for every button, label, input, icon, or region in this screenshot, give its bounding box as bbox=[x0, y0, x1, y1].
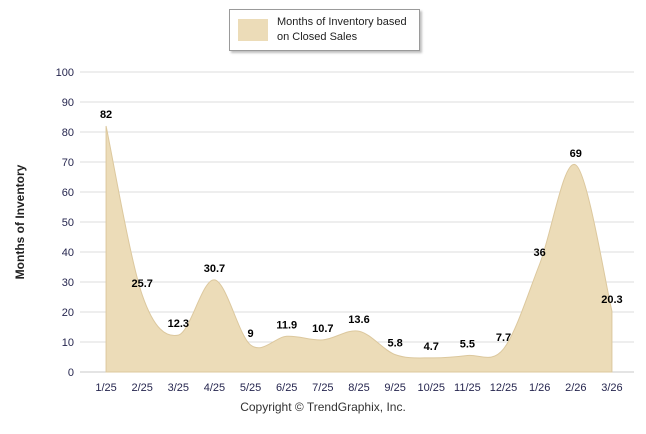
data-point-label: 25.7 bbox=[131, 278, 152, 290]
inventory-area-series bbox=[105, 125, 613, 373]
x-tick-label: 4/25 bbox=[204, 382, 225, 394]
x-tick-label: 3/26 bbox=[601, 382, 622, 394]
x-tick-label: 1/25 bbox=[95, 382, 116, 394]
x-tick-label: 11/25 bbox=[454, 382, 481, 394]
x-tick-label: 2/25 bbox=[131, 382, 152, 394]
data-point-label: 13.6 bbox=[348, 314, 369, 326]
y-tick-label: 70 bbox=[62, 157, 74, 169]
data-point-label: 9 bbox=[248, 328, 254, 340]
x-tick-label: 6/25 bbox=[276, 382, 297, 394]
x-tick-label: 2/26 bbox=[565, 382, 586, 394]
data-point-label: 11.9 bbox=[276, 319, 297, 331]
y-tick-label: 30 bbox=[62, 277, 74, 289]
y-tick-label: 0 bbox=[68, 367, 74, 379]
x-tick-label: 1/26 bbox=[529, 382, 550, 394]
y-tick-label: 10 bbox=[62, 337, 74, 349]
x-tick-label: 8/25 bbox=[348, 382, 369, 394]
x-tick-label: 9/25 bbox=[384, 382, 405, 394]
data-point-label: 5.5 bbox=[460, 339, 475, 351]
y-tick-label: 100 bbox=[56, 67, 74, 79]
data-point-label: 10.7 bbox=[312, 323, 333, 335]
data-point-label: 12.3 bbox=[168, 318, 189, 330]
y-tick-label: 80 bbox=[62, 127, 74, 139]
legend: Months of Inventory based on Closed Sale… bbox=[229, 9, 420, 51]
y-tick-label: 60 bbox=[62, 187, 74, 199]
x-tick-label: 12/25 bbox=[490, 382, 518, 394]
data-point-label: 30.7 bbox=[204, 263, 225, 275]
x-tick-label: 7/25 bbox=[312, 382, 333, 394]
x-tick-label: 5/25 bbox=[240, 382, 261, 394]
data-point-label: 82 bbox=[100, 109, 112, 121]
legend-label-line2: on Closed Sales bbox=[277, 30, 358, 43]
legend-swatch bbox=[238, 18, 268, 41]
data-point-label: 4.7 bbox=[424, 341, 439, 353]
data-point-label: 5.8 bbox=[387, 338, 402, 350]
legend-label: Months of Inventory based on Closed Sale… bbox=[277, 15, 407, 45]
x-tick-label: 3/25 bbox=[168, 382, 189, 394]
y-axis-title: Months of Inventory bbox=[13, 164, 27, 280]
y-tick-label: 90 bbox=[62, 97, 74, 109]
data-point-label: 36 bbox=[534, 247, 546, 259]
data-point-label: 69 bbox=[570, 148, 582, 160]
copyright-text: Copyright © TrendGraphix, Inc. bbox=[240, 400, 406, 414]
x-tick-label: 10/25 bbox=[418, 382, 446, 394]
data-point-label: 20.3 bbox=[601, 294, 622, 306]
y-tick-label: 20 bbox=[62, 307, 74, 319]
legend-label-line1: Months of Inventory based bbox=[277, 16, 407, 28]
data-point-label: 7.7 bbox=[496, 332, 511, 344]
y-tick-label: 40 bbox=[62, 247, 74, 259]
y-tick-label: 50 bbox=[62, 217, 74, 229]
